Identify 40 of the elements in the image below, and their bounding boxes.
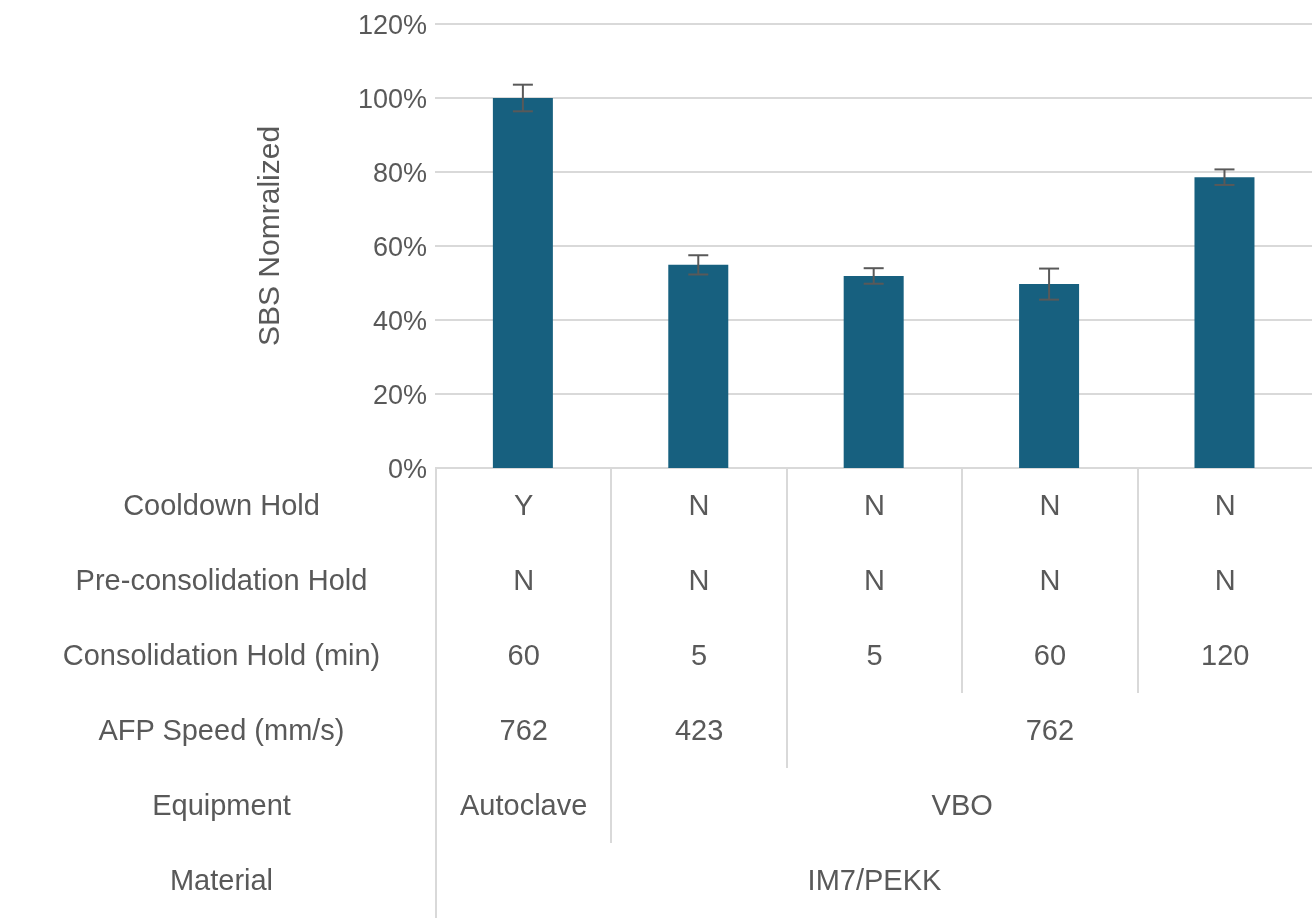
- y-tick-label: 80%: [372, 157, 427, 188]
- text: Consolidation Hold (min): [62, 639, 381, 672]
- bar: [843, 275, 904, 468]
- text: Autoclave: [460, 789, 588, 822]
- text: N: [513, 564, 535, 597]
- bar: [1194, 177, 1255, 468]
- y-tick-label: 120%: [357, 9, 427, 40]
- text: VBO: [931, 789, 993, 822]
- text: Material: [169, 864, 274, 897]
- y-tick-label: 60%: [372, 231, 427, 262]
- text: 762: [1025, 714, 1075, 747]
- text: 120: [1201, 639, 1250, 672]
- x-tick-label: N: [1039, 489, 1061, 522]
- text: 423: [674, 714, 724, 747]
- text: 60: [1033, 639, 1067, 672]
- y-tick-label: 40%: [372, 305, 427, 336]
- text: 762: [499, 714, 548, 747]
- x-tick-label: N: [864, 489, 885, 522]
- text: Equipment: [152, 789, 291, 822]
- x-tick-label: Y: [514, 489, 534, 522]
- y-tick-label: 0%: [387, 453, 427, 484]
- text: AFP Speed (mm/s): [98, 714, 345, 747]
- text: N: [1039, 564, 1061, 597]
- y-tick-label: 20%: [372, 379, 427, 410]
- text: N: [1214, 564, 1236, 597]
- text: IM7/PEKK: [807, 864, 942, 897]
- bar: [1019, 284, 1080, 468]
- text: 5: [866, 639, 883, 672]
- text: Cooldown Hold: [123, 489, 320, 522]
- text: N: [864, 564, 885, 597]
- text: N: [688, 564, 710, 597]
- y-axis-title: SBS Nomralized: [251, 125, 285, 346]
- bar: [668, 264, 729, 468]
- text: 60: [507, 639, 540, 672]
- text: Pre-consolidation Hold: [75, 564, 368, 597]
- text: 5: [691, 639, 708, 672]
- y-tick-label: 100%: [357, 83, 427, 114]
- x-tick-label: N: [1214, 489, 1236, 522]
- bar: [492, 98, 553, 468]
- x-tick-label: N: [688, 489, 710, 522]
